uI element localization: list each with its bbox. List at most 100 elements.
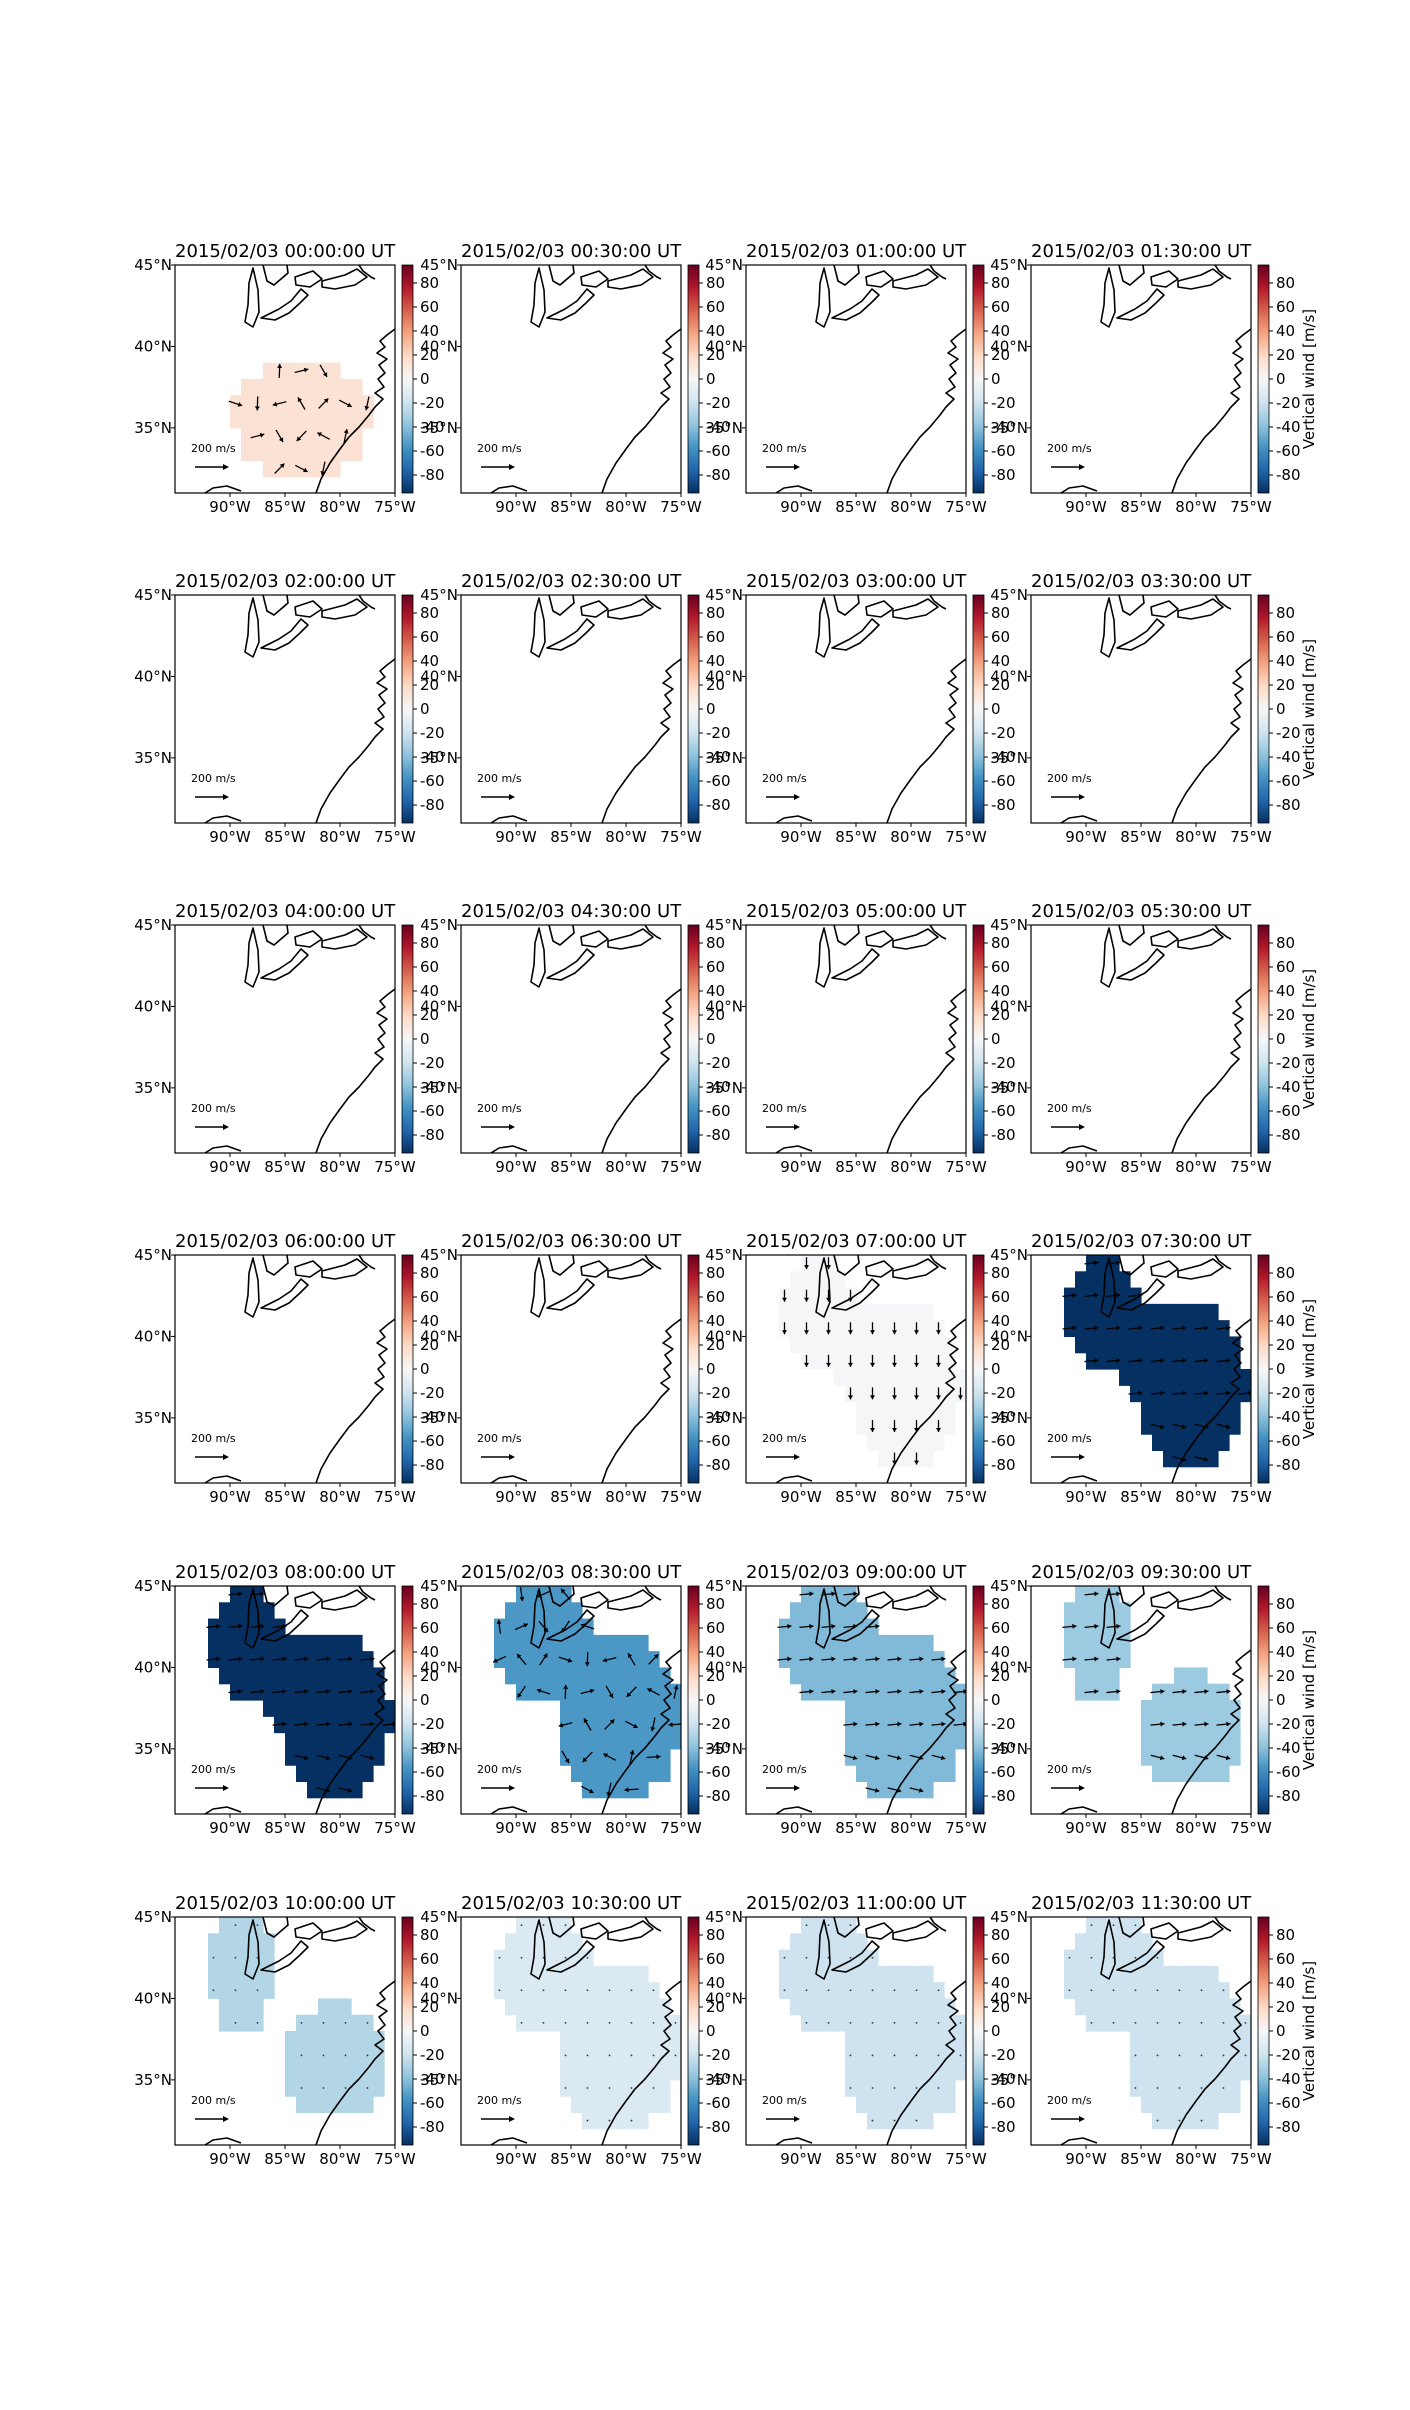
- coastline: [815, 1588, 831, 1649]
- lon-tick-label: 90°W: [495, 828, 537, 846]
- colorbar: [1257, 264, 1270, 494]
- wind-cell: [340, 1634, 352, 1652]
- lon-tick-label: 80°W: [890, 1819, 932, 1837]
- wind-arrow-head: [853, 1721, 858, 1727]
- wind-cell: [878, 2112, 890, 2130]
- wind-cell: [867, 1732, 879, 1750]
- quiver-key-arrow-head: [794, 1454, 800, 1460]
- lat-tick-label: 45°N: [134, 586, 172, 604]
- wind-cell: [329, 2079, 341, 2097]
- wind-cell: [1229, 2079, 1241, 2097]
- wind-cell: [549, 1998, 561, 2016]
- quiver-key-arrow-head: [1079, 1454, 1085, 1460]
- wind-arrow: [498, 1956, 501, 1959]
- coastline: [1118, 265, 1145, 286]
- wind-arrow: [1222, 2087, 1225, 2089]
- wind-arrow: [256, 1924, 259, 1927]
- wind-cell: [1185, 1998, 1197, 2016]
- wind-cell: [812, 1949, 824, 1967]
- wind-cell: [505, 1949, 517, 1967]
- map-frame: [745, 924, 967, 1154]
- wind-arrow-head: [897, 1721, 902, 1727]
- wind-cell: [615, 1651, 627, 1669]
- wind-arrow: [915, 2021, 918, 2024]
- colorbar-tick-label: 0: [420, 700, 430, 718]
- wind-cell: [1163, 1320, 1175, 1338]
- wind-cell: [329, 411, 341, 429]
- wind-arrow-head: [1116, 1623, 1121, 1629]
- wind-cell: [351, 427, 363, 445]
- wind-cell: [1152, 2063, 1164, 2081]
- wind-arrow-head: [304, 1721, 309, 1727]
- wind-cell: [1130, 1369, 1142, 1386]
- wind-cell: [1185, 1417, 1197, 1435]
- wind-cell: [1141, 1369, 1153, 1386]
- wind-cell: [1174, 1369, 1186, 1386]
- coastline: [546, 288, 595, 321]
- wind-cell: [263, 1634, 275, 1652]
- wind-cell: [779, 1965, 791, 1983]
- wind-cell: [318, 444, 330, 462]
- coastline: [833, 595, 860, 616]
- wind-cell: [1207, 2063, 1219, 2081]
- colorbar-tick-label: 80: [1276, 1264, 1295, 1282]
- wind-cell: [922, 1417, 934, 1435]
- wind-cell: [1086, 1998, 1098, 2016]
- wind-cell: [922, 1965, 934, 1983]
- wind-cell: [878, 1998, 890, 2016]
- wind-cell: [263, 411, 275, 429]
- coastline: [294, 930, 323, 948]
- wind-cell: [856, 1634, 868, 1652]
- panel-title: 2015/02/03 00:00:00 UT: [175, 241, 396, 262]
- wind-cell: [329, 2063, 341, 2081]
- wind-cell: [373, 1748, 385, 1766]
- coastline: [490, 1475, 528, 1483]
- wind-arrow-head: [259, 432, 265, 438]
- colorbar-label: Vertical wind [m/s]: [1300, 1630, 1318, 1770]
- wind-cell: [527, 1667, 539, 1685]
- lon-tick-label: 85°W: [264, 2150, 306, 2168]
- wind-cell: [834, 1651, 846, 1669]
- coastline: [1150, 270, 1179, 288]
- wind-cell: [494, 1965, 506, 1983]
- wind-cell: [878, 1320, 890, 1338]
- wind-arrow-head: [1116, 1358, 1121, 1364]
- lat-tick-label: 45°N: [990, 916, 1028, 934]
- wind-cell: [351, 1748, 363, 1766]
- wind-cell: [1152, 1965, 1164, 1983]
- wind-cell: [1185, 1385, 1197, 1403]
- panel-title: 2015/02/03 07:00:00 UT: [746, 1231, 967, 1252]
- colorbar-tick-label: -40: [706, 1408, 731, 1426]
- coastline: [929, 265, 947, 280]
- wind-cell: [867, 1336, 879, 1354]
- wind-cell: [1086, 1271, 1098, 1289]
- wind-cell: [823, 1965, 835, 1983]
- wind-cell: [1075, 1965, 1087, 1983]
- wind-arrow-head: [626, 1692, 632, 1697]
- lon-tick-label: 85°W: [1120, 1819, 1162, 1837]
- wind-cell: [801, 1271, 813, 1289]
- wind-arrow-head: [870, 1428, 875, 1432]
- wind-arrow-head: [914, 1460, 919, 1465]
- wind-cell: [351, 395, 363, 413]
- wind-arrow-head: [656, 1754, 661, 1760]
- wind-cell: [900, 2063, 912, 2081]
- wind-cell: [856, 1336, 868, 1354]
- colorbar-tick-label: -80: [991, 466, 1016, 484]
- wind-cell: [856, 2047, 868, 2065]
- wind-cell: [263, 1982, 275, 2000]
- colorbar: [687, 1916, 700, 2146]
- wind-arrow-head: [787, 1656, 792, 1662]
- wind-arrow-head: [348, 1689, 353, 1695]
- wind-cell: [318, 1667, 330, 1685]
- wind-cell: [1218, 1401, 1230, 1419]
- colorbar-tick-label: -60: [706, 1102, 731, 1120]
- wind-cell: [285, 1732, 297, 1750]
- wind-arrow: [937, 1989, 940, 1992]
- colorbar-tick-label: -60: [1276, 2094, 1301, 2112]
- colorbar-tick-label: 0: [1276, 700, 1286, 718]
- wind-cell: [1174, 1765, 1186, 1783]
- colorbar-tick-label: 40: [991, 652, 1010, 670]
- wind-arrow-head: [668, 1722, 673, 1728]
